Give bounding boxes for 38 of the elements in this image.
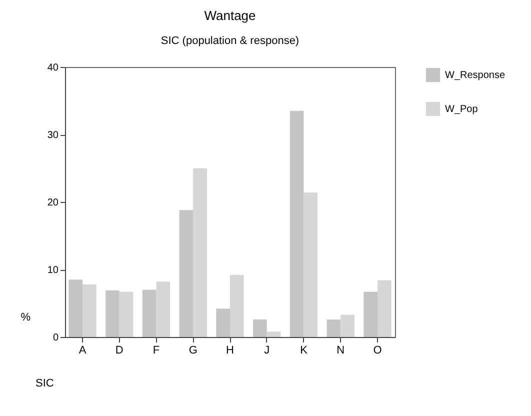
x-tick-label: O bbox=[373, 344, 382, 356]
y-tick-label: 0 bbox=[52, 332, 59, 344]
bar bbox=[68, 280, 83, 337]
bar bbox=[156, 282, 170, 337]
bar bbox=[193, 168, 207, 337]
bar bbox=[377, 280, 392, 337]
bar bbox=[340, 314, 354, 337]
bar bbox=[216, 308, 230, 337]
x-axis-title: SIC bbox=[36, 378, 54, 390]
bar bbox=[304, 192, 318, 337]
bar bbox=[82, 284, 96, 337]
bar bbox=[179, 210, 194, 337]
y-axis-title: % bbox=[20, 312, 31, 324]
y-tick-label: 30 bbox=[47, 130, 59, 141]
x-tick-label: F bbox=[152, 344, 160, 356]
x-tick-label: K bbox=[300, 344, 308, 356]
x-tick-label: N bbox=[336, 344, 345, 356]
y-tick-label: 40 bbox=[47, 62, 59, 74]
x-tick-label: G bbox=[188, 344, 198, 356]
bar bbox=[253, 319, 267, 337]
y-tick-label: 10 bbox=[47, 265, 59, 276]
legend-label: W_Pop bbox=[445, 104, 478, 115]
x-tick-label: J bbox=[264, 344, 270, 356]
x-tick-label: H bbox=[226, 344, 234, 356]
chart-title: Wantage bbox=[204, 8, 256, 23]
bar bbox=[290, 110, 304, 337]
chart-subtitle: SIC (population & response) bbox=[160, 35, 300, 47]
x-tick-label: A bbox=[78, 344, 87, 356]
x-tick-label: D bbox=[115, 344, 124, 356]
y-tick-label: 20 bbox=[47, 198, 59, 208]
bar bbox=[266, 332, 281, 337]
legend-label: W_Response bbox=[445, 70, 506, 81]
bar bbox=[106, 290, 120, 337]
bar bbox=[119, 292, 134, 337]
bar bbox=[142, 290, 156, 337]
bar bbox=[364, 292, 378, 337]
bar bbox=[230, 274, 244, 337]
bar bbox=[326, 319, 341, 337]
